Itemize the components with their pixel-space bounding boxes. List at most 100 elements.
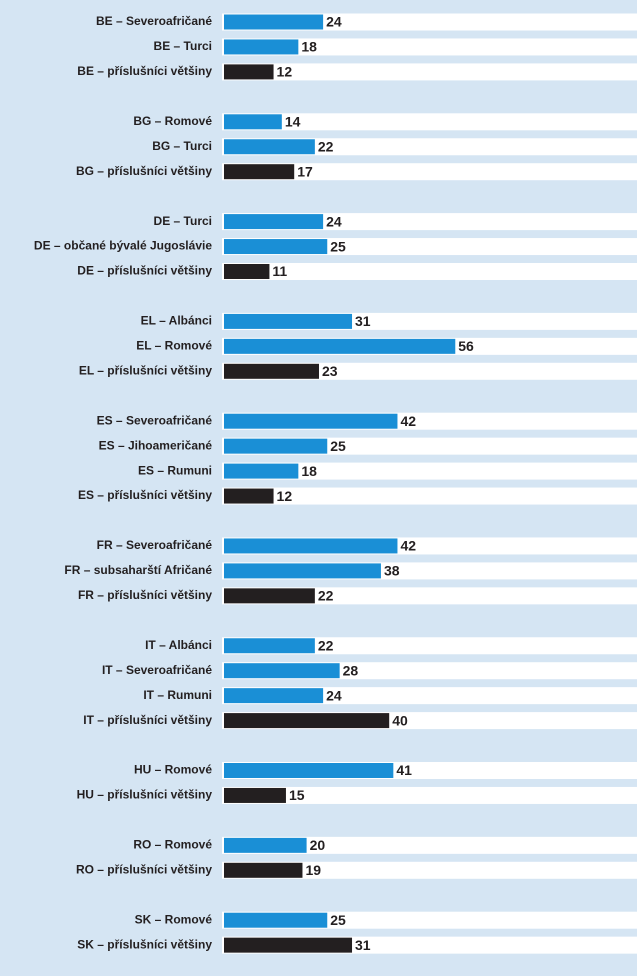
value-label: 31	[355, 313, 371, 329]
value-label: 22	[318, 588, 334, 604]
row-stripe	[222, 113, 637, 131]
bar	[224, 563, 381, 579]
category-label: RO – příslušníci většiny	[76, 862, 212, 876]
bar	[224, 763, 394, 778]
row-stripe	[222, 836, 637, 854]
bar	[224, 338, 456, 354]
row-stripe	[222, 587, 637, 605]
value-label: 42	[400, 538, 416, 554]
value-label: 24	[326, 687, 342, 703]
value-label: 15	[289, 787, 305, 803]
bar	[224, 912, 328, 928]
value-label: 28	[343, 662, 359, 678]
category-label: EL – Albánci	[141, 314, 212, 328]
category-label: BG – Romové	[133, 114, 212, 128]
bar	[224, 313, 353, 329]
value-label: 24	[326, 213, 342, 229]
value-label: 22	[318, 138, 334, 154]
value-label: 12	[277, 64, 293, 80]
bar	[224, 139, 315, 155]
row-stripe	[222, 63, 637, 81]
bar	[224, 937, 353, 953]
bar	[224, 588, 315, 604]
row-stripe	[222, 786, 637, 804]
bar	[224, 837, 307, 853]
value-label: 19	[305, 862, 321, 878]
bar	[224, 862, 303, 878]
row-stripe	[222, 163, 637, 181]
category-label: BE – Turci	[154, 39, 212, 53]
category-label: BG – příslušníci většiny	[76, 164, 212, 178]
row-stripe	[222, 13, 637, 31]
bar	[224, 663, 340, 679]
bar	[224, 438, 328, 454]
category-label: BG – Turci	[152, 139, 212, 153]
row-stripe	[222, 263, 637, 280]
value-label: 17	[297, 163, 313, 179]
row-stripe	[222, 462, 637, 480]
category-label: HU – Romové	[134, 763, 212, 777]
row-stripe	[222, 38, 637, 56]
bar	[224, 14, 324, 30]
category-label: FR – příslušníci většiny	[78, 588, 212, 602]
value-label: 11	[272, 263, 287, 279]
category-label: IT – Rumuni	[143, 688, 212, 702]
bar	[224, 538, 398, 554]
row-stripe	[222, 687, 637, 705]
bar	[224, 264, 270, 279]
bar	[224, 363, 319, 379]
row-stripe	[222, 637, 637, 655]
category-label: ES – Jihoameričané	[99, 438, 213, 452]
value-label: 25	[330, 238, 346, 254]
category-label: IT – Severoafričané	[102, 663, 212, 677]
category-label: BE – příslušníci většiny	[77, 64, 212, 78]
category-label: DE – občané bývalé Jugoslávie	[34, 239, 212, 253]
category-label: SK – příslušníci většiny	[77, 937, 212, 951]
row-stripe	[222, 138, 637, 156]
value-label: 25	[330, 912, 346, 928]
value-label: 24	[326, 14, 342, 30]
bar	[224, 164, 295, 180]
row-stripe	[222, 362, 637, 380]
row-stripe	[222, 487, 637, 505]
category-label: ES – příslušníci většiny	[78, 488, 212, 502]
category-label: EL – příslušníci většiny	[79, 363, 212, 377]
category-label: FR – Severoafričané	[97, 538, 213, 552]
value-label: 18	[301, 463, 317, 479]
value-label: 40	[392, 712, 408, 728]
value-label: 56	[458, 338, 474, 354]
bar	[224, 39, 299, 55]
bar	[224, 713, 390, 729]
bar	[224, 463, 299, 479]
category-label: DE – Turci	[154, 214, 212, 228]
category-label: ES – Rumuni	[138, 463, 212, 477]
bar	[224, 688, 324, 704]
value-label: 20	[310, 837, 326, 853]
value-label: 25	[330, 438, 346, 454]
category-label: DE – příslušníci většiny	[77, 264, 212, 278]
bar	[224, 638, 315, 654]
category-label: IT – příslušníci většiny	[83, 713, 212, 727]
category-label: IT – Albánci	[145, 638, 212, 652]
category-label: BE – Severoafričané	[96, 14, 212, 28]
bar	[224, 413, 398, 429]
value-label: 38	[384, 563, 400, 579]
bar	[224, 239, 328, 255]
value-label: 14	[285, 114, 301, 130]
value-label: 22	[318, 637, 334, 653]
bar	[224, 214, 324, 230]
value-label: 42	[400, 413, 416, 429]
value-label: 31	[355, 937, 371, 953]
value-label: 18	[301, 39, 317, 55]
bar	[224, 787, 286, 803]
bar	[224, 64, 274, 80]
category-label: HU – příslušníci většiny	[77, 788, 213, 802]
category-label: SK – Romové	[135, 912, 213, 926]
row-stripe	[222, 861, 637, 879]
bar	[224, 488, 274, 504]
category-label: EL – Romové	[136, 339, 212, 353]
value-label: 12	[277, 488, 293, 504]
bar	[224, 114, 282, 130]
